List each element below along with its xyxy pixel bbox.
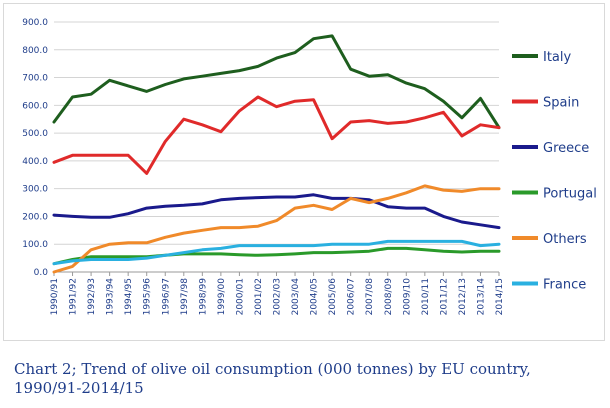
x-tick-label: 2004/05 — [310, 278, 320, 315]
y-tick-label: 700.0 — [22, 74, 48, 84]
series-line-others — [52, 184, 501, 274]
x-tick-label: 2003/04 — [291, 278, 301, 316]
x-tick-label: 1991/92 — [69, 278, 79, 315]
x-tick-label: 1996/97 — [161, 278, 171, 315]
x-tick-label: 2014/15 — [495, 278, 505, 315]
x-tick-label: 2013/14 — [476, 278, 486, 316]
series-line-spain — [52, 95, 501, 175]
x-tick-label: 2010/11 — [421, 278, 431, 315]
x-tick-label: 1993/94 — [106, 278, 116, 316]
line-chart: 0.0 100.0 200.0 300.0 400.0 500.0 600.0 700.0 80… — [22, 18, 597, 316]
y-tick-label: 100.0 — [22, 240, 48, 250]
y-tick-label: 600.0 — [22, 101, 48, 111]
caption-line-1: Chart 2; Trend of olive oil consumption … — [14, 360, 531, 378]
x-tick-label: 2012/13 — [458, 278, 468, 315]
x-tick-label: 1990/91 — [50, 278, 60, 315]
chart-frame: 0.0 100.0 200.0 300.0 400.0 500.0 600.0 700.0 80… — [3, 3, 605, 341]
series-lines — [52, 34, 501, 274]
y-tick-label: 0.0 — [34, 268, 49, 278]
gridlines — [53, 21, 500, 276]
y-tick-label: 900.0 — [22, 18, 48, 28]
y-tick-label: 400.0 — [22, 157, 48, 167]
y-axis-ticks: 0.0 100.0 200.0 300.0 400.0 500.0 600.0 700.0 80… — [22, 18, 48, 278]
y-tick-label: 800.0 — [22, 46, 48, 56]
x-tick-label: 2008/09 — [384, 278, 394, 316]
legend-label-spain: Spain — [543, 96, 579, 111]
legend-label-greece: Greece — [543, 141, 589, 156]
y-tick-label: 500.0 — [22, 129, 48, 139]
x-tick-label: 2011/12 — [439, 278, 449, 315]
series-line-italy — [52, 34, 501, 130]
x-tick-label: 2005/06 — [328, 278, 338, 316]
legend-label-portugal: Portugal — [543, 187, 597, 202]
series-line-france — [52, 239, 501, 266]
x-tick-label: 1999/00 — [217, 278, 227, 316]
x-tick-label: 2007/08 — [365, 278, 375, 316]
legend-label-others: Others — [543, 232, 587, 247]
y-tick-label: 300.0 — [22, 185, 48, 195]
x-tick-label: 2006/07 — [347, 278, 357, 315]
caption-line-2: 1990/91-2014/15 — [14, 379, 144, 397]
legend-label-france: France — [543, 278, 586, 293]
y-tick-label: 200.0 — [22, 212, 48, 222]
x-tick-label: 2009/10 — [402, 278, 412, 316]
series-line-greece — [52, 193, 501, 230]
x-tick-label: 1995/96 — [143, 278, 153, 316]
legend: Italy Spain Greece Portugal Others France — [512, 50, 597, 293]
x-tick-label: 2000/01 — [235, 278, 245, 315]
x-tick-label: 2002/03 — [273, 278, 283, 315]
x-tick-label: 1992/93 — [87, 278, 97, 315]
legend-label-italy: Italy — [543, 50, 572, 65]
x-tick-label: 2001/02 — [254, 278, 264, 315]
x-tick-label: 1998/99 — [198, 278, 208, 316]
series-line-portugal — [52, 246, 501, 266]
x-tick-label: 1994/95 — [124, 278, 134, 315]
x-axis-ticks: 1990/91 1991/92 1992/93 1993/94 1994/95 1995/… — [50, 278, 505, 316]
x-tick-label: 1997/98 — [180, 278, 190, 316]
chart-caption: Chart 2; Trend of olive oil consumption … — [14, 360, 604, 398]
